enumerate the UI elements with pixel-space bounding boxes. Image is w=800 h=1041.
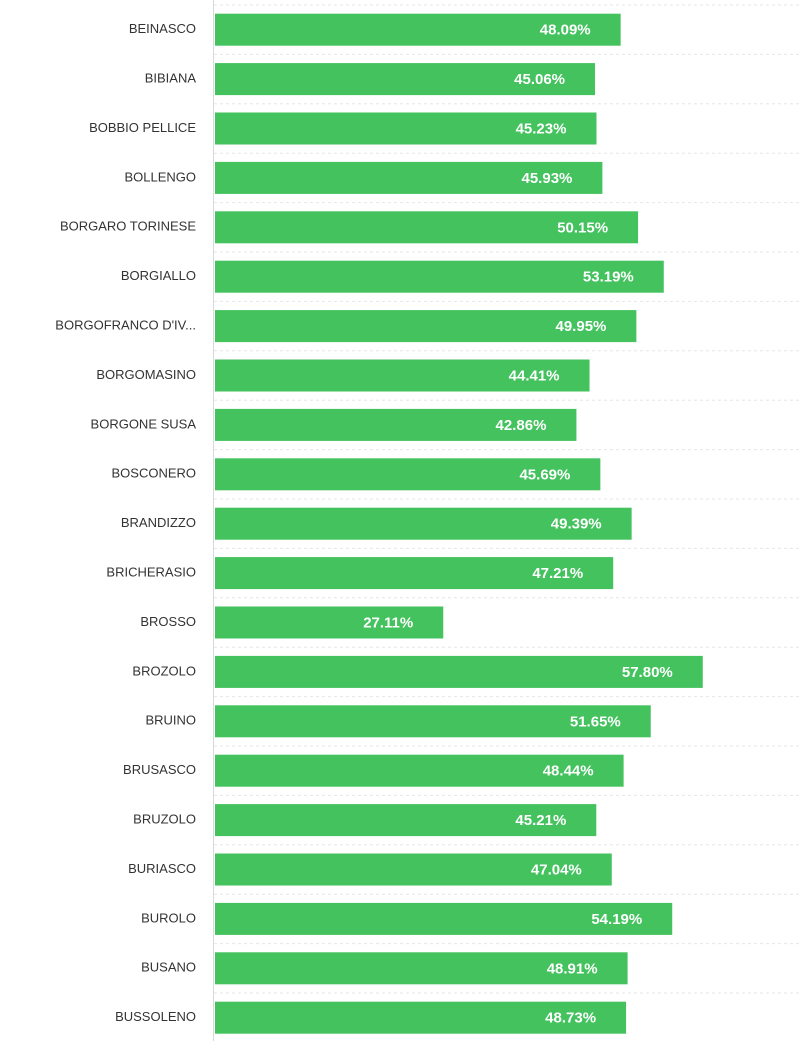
- data-label: 48.73%: [545, 1010, 596, 1027]
- bar[interactable]: [215, 754, 624, 787]
- data-label: 51.65%: [570, 713, 621, 730]
- data-label: 44.41%: [509, 367, 560, 384]
- data-label: 50.15%: [557, 219, 608, 236]
- data-label: 27.11%: [363, 614, 413, 631]
- category-label: BORGIALLO: [121, 268, 196, 283]
- bar[interactable]: [215, 112, 597, 145]
- data-label: 45.23%: [516, 120, 567, 137]
- bar[interactable]: [215, 310, 637, 343]
- category-label: BUSSOLENO: [115, 1009, 196, 1024]
- bar[interactable]: [215, 13, 621, 46]
- category-label: BURIASCO: [128, 861, 196, 876]
- bar[interactable]: [215, 902, 673, 935]
- category-label: BROZOLO: [132, 663, 196, 678]
- data-label: 48.09%: [540, 22, 591, 39]
- category-label: BORGARO TORINESE: [60, 219, 196, 234]
- bar[interactable]: [215, 1001, 627, 1034]
- category-label: BORGOMASINO: [96, 367, 196, 382]
- data-label: 45.06%: [514, 71, 565, 88]
- bar[interactable]: [215, 705, 651, 738]
- category-label: BUSANO: [141, 960, 196, 975]
- category-label: BROSSO: [140, 614, 196, 629]
- data-label: 53.19%: [583, 269, 634, 286]
- data-label: 47.21%: [532, 565, 583, 582]
- bar[interactable]: [215, 260, 664, 293]
- data-label: 54.19%: [591, 911, 642, 928]
- category-label: BUROLO: [141, 910, 196, 925]
- data-label: 42.86%: [496, 417, 547, 434]
- data-label: 45.93%: [522, 170, 573, 187]
- data-label: 45.69%: [519, 466, 570, 483]
- category-label: BIBIANA: [145, 71, 197, 86]
- category-label: BRICHERASIO: [106, 565, 196, 580]
- data-label: 47.04%: [531, 861, 582, 878]
- bar[interactable]: [215, 359, 590, 392]
- bar[interactable]: [215, 507, 632, 540]
- bar[interactable]: [215, 606, 444, 639]
- category-label: BOBBIO PELLICE: [89, 120, 196, 135]
- category-label: BOSCONERO: [111, 466, 196, 481]
- category-label: BRANDIZZO: [121, 515, 196, 530]
- category-label: BRUINO: [145, 713, 196, 728]
- bar[interactable]: [215, 557, 614, 590]
- category-label: BOLLENGO: [124, 169, 196, 184]
- category-label: BEINASCO: [129, 21, 196, 36]
- data-label: 45.21%: [515, 812, 566, 829]
- category-label: BRUSASCO: [123, 762, 196, 777]
- bar[interactable]: [215, 458, 601, 491]
- bar[interactable]: [215, 63, 596, 96]
- data-label: 49.95%: [556, 318, 607, 335]
- bar[interactable]: [215, 211, 639, 244]
- bar[interactable]: [215, 408, 577, 441]
- bar[interactable]: [215, 655, 703, 688]
- bar[interactable]: [215, 161, 603, 194]
- bar[interactable]: [215, 804, 597, 837]
- category-label: BORGOFRANCO D'IV...: [55, 318, 196, 333]
- data-label: 57.80%: [622, 664, 673, 681]
- category-label: BRUZOLO: [133, 812, 196, 827]
- data-label: 48.91%: [547, 960, 598, 977]
- data-label: 48.44%: [543, 763, 594, 780]
- bar[interactable]: [215, 853, 612, 886]
- bar[interactable]: [215, 952, 628, 985]
- category-label: BORGONE SUSA: [91, 416, 197, 431]
- data-label: 49.39%: [551, 516, 602, 533]
